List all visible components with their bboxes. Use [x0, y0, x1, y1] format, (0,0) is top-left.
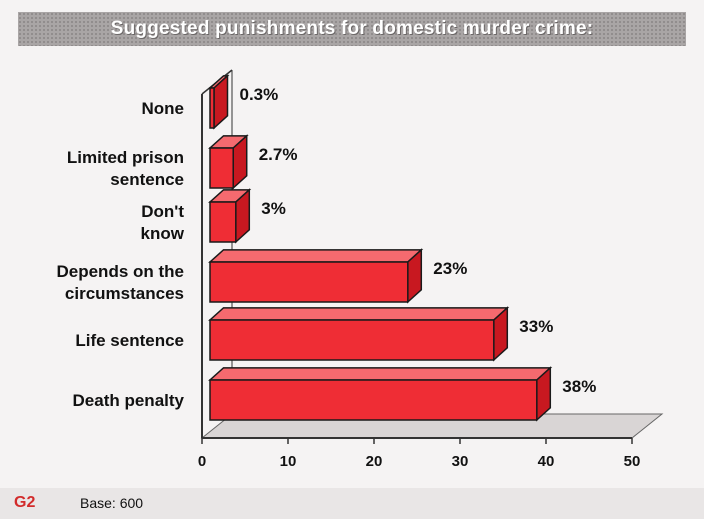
value-label: 2.7% — [259, 145, 298, 164]
bar — [209, 261, 409, 303]
bar-chart: 0 10 20 30 40 50 0.3% None 2.7% Limited prison sen… — [56, 69, 664, 470]
title-bar: Suggested punishments for domestic murde… — [18, 12, 686, 46]
chart-bars — [208, 74, 553, 422]
g2-logo: G2 — [14, 494, 36, 511]
x-tick-label: 30 — [452, 453, 469, 470]
bar-top-face — [208, 249, 424, 263]
bar — [209, 319, 495, 361]
value-label: 38% — [562, 377, 596, 396]
chart-title: Suggested punishments for domestic murde… — [110, 18, 594, 39]
category-label: Life sentence — [75, 331, 184, 350]
value-label: 33% — [519, 317, 553, 336]
category-label: None — [142, 99, 185, 118]
x-tick-label: 20 — [366, 453, 383, 470]
bar — [209, 87, 215, 129]
value-label: 23% — [433, 259, 467, 278]
x-tick-label: 40 — [538, 453, 555, 470]
bar — [209, 147, 234, 189]
category-label: Death penalty — [73, 391, 185, 410]
base-note: Base: 600 — [80, 495, 144, 511]
bar-top-face — [208, 307, 510, 321]
value-label: 3% — [261, 199, 286, 218]
x-tick-label: 50 — [624, 453, 641, 470]
x-tick-label: 10 — [280, 453, 297, 470]
chart-labels: 0 10 20 30 40 50 0.3% None 2.7% Limited prison sen… — [56, 85, 640, 470]
bar-top-face — [208, 367, 553, 381]
category-label: Don't — [141, 202, 184, 221]
footer: G2 Base: 600 — [0, 488, 704, 519]
category-label: circumstances — [65, 284, 184, 303]
category-label: Limited prison — [67, 148, 184, 167]
value-label: 0.3% — [240, 85, 279, 104]
category-label: know — [141, 224, 185, 243]
x-tick-label: 0 — [198, 453, 206, 470]
category-label: sentence — [110, 170, 184, 189]
bar — [209, 379, 538, 421]
bar — [209, 201, 237, 243]
category-label: Depends on the — [56, 262, 184, 281]
